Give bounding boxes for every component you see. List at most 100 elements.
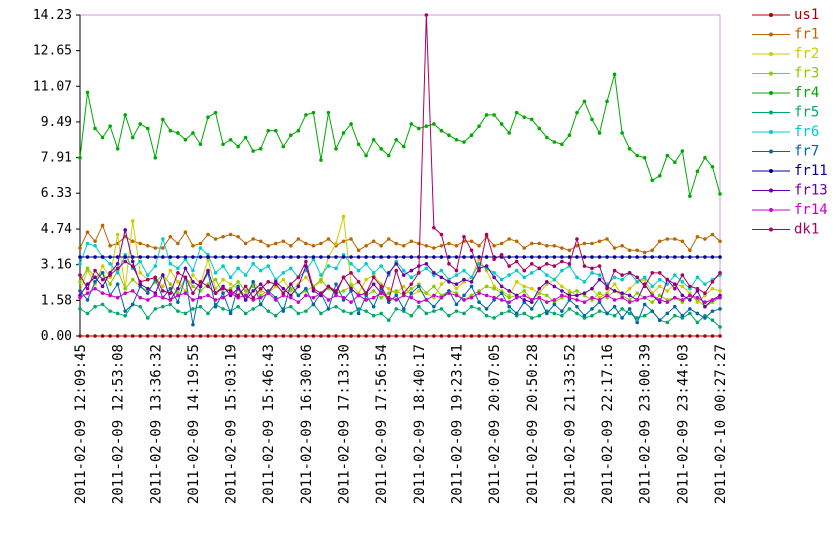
data-point — [627, 311, 632, 316]
data-point — [341, 131, 346, 135]
data-point — [409, 275, 414, 280]
data-point — [364, 277, 368, 282]
data-point — [304, 259, 308, 264]
data-point — [273, 313, 278, 318]
data-point — [673, 313, 677, 318]
data-point — [289, 266, 293, 271]
data-point — [612, 298, 617, 302]
data-point — [575, 243, 579, 248]
data-point — [657, 277, 662, 282]
data-point — [650, 271, 655, 275]
data-point — [138, 304, 143, 309]
data-point — [78, 307, 82, 311]
data-point — [304, 286, 308, 291]
data-point — [575, 311, 579, 316]
data-point — [642, 250, 647, 255]
data-point — [78, 246, 82, 250]
data-point — [100, 291, 105, 295]
data-point — [221, 291, 225, 295]
data-point — [281, 271, 286, 275]
data-point — [432, 304, 436, 309]
data-point — [507, 289, 511, 293]
data-point — [153, 255, 158, 259]
data-point — [311, 295, 316, 300]
data-point — [85, 298, 90, 302]
data-point — [590, 313, 594, 318]
data-point — [529, 307, 534, 311]
data-point — [115, 334, 120, 338]
data-point — [243, 293, 248, 298]
data-point — [198, 142, 203, 147]
data-point — [635, 255, 639, 259]
data-point — [221, 142, 225, 147]
data-point — [522, 268, 527, 273]
data-point — [417, 271, 421, 275]
data-point — [138, 255, 143, 259]
data-point — [108, 334, 112, 338]
data-point — [522, 311, 527, 316]
data-point — [454, 286, 459, 291]
data-point — [213, 237, 218, 241]
data-point — [454, 302, 459, 307]
data-point — [371, 295, 376, 300]
data-point — [417, 126, 421, 131]
data-point — [123, 334, 127, 338]
data-point — [130, 219, 135, 223]
data-point — [379, 243, 383, 248]
data-point — [364, 334, 368, 338]
data-point — [273, 298, 278, 302]
data-point — [695, 275, 700, 280]
data-point — [492, 316, 496, 320]
data-point — [115, 266, 120, 271]
y-tick-label: 7.91 — [41, 151, 72, 166]
data-point — [718, 239, 722, 244]
data-point — [582, 313, 587, 318]
data-point — [514, 268, 519, 273]
data-point — [688, 248, 692, 253]
data-point — [394, 293, 399, 298]
data-point — [507, 131, 511, 135]
data-point — [522, 334, 527, 338]
data-point — [243, 284, 248, 289]
data-point — [251, 149, 255, 153]
data-point — [590, 295, 594, 300]
data-point — [379, 255, 383, 259]
data-point — [680, 280, 685, 284]
data-point — [78, 334, 82, 338]
data-point — [620, 131, 624, 135]
data-point — [93, 239, 97, 244]
data-point — [243, 334, 248, 338]
data-point — [560, 255, 564, 259]
data-point — [703, 300, 707, 304]
data-point — [582, 255, 587, 259]
data-point — [379, 311, 383, 316]
data-point — [176, 286, 180, 291]
data-point — [620, 255, 624, 259]
data-point — [537, 126, 542, 131]
data-point — [710, 232, 715, 237]
data-point — [289, 133, 293, 138]
data-point — [386, 153, 391, 158]
data-point — [243, 135, 248, 140]
data-point — [326, 298, 331, 302]
data-point — [191, 334, 195, 338]
data-point — [424, 298, 429, 302]
data-point — [514, 334, 519, 338]
series-line — [79, 74, 721, 197]
data-point — [597, 277, 602, 282]
data-point — [635, 334, 639, 338]
legend-label: dk1 — [794, 222, 819, 238]
data-point — [78, 255, 82, 259]
data-point — [657, 271, 662, 275]
data-point — [417, 289, 421, 293]
data-point — [115, 271, 120, 275]
data-point — [612, 313, 617, 318]
data-point — [191, 280, 195, 284]
data-point — [304, 334, 308, 338]
data-point — [514, 295, 519, 300]
data-point — [100, 255, 105, 259]
data-point — [100, 271, 105, 275]
data-point — [221, 264, 225, 268]
data-point — [78, 280, 82, 284]
x-tick-label: 2011-02-09 23:44:03 — [675, 344, 691, 504]
